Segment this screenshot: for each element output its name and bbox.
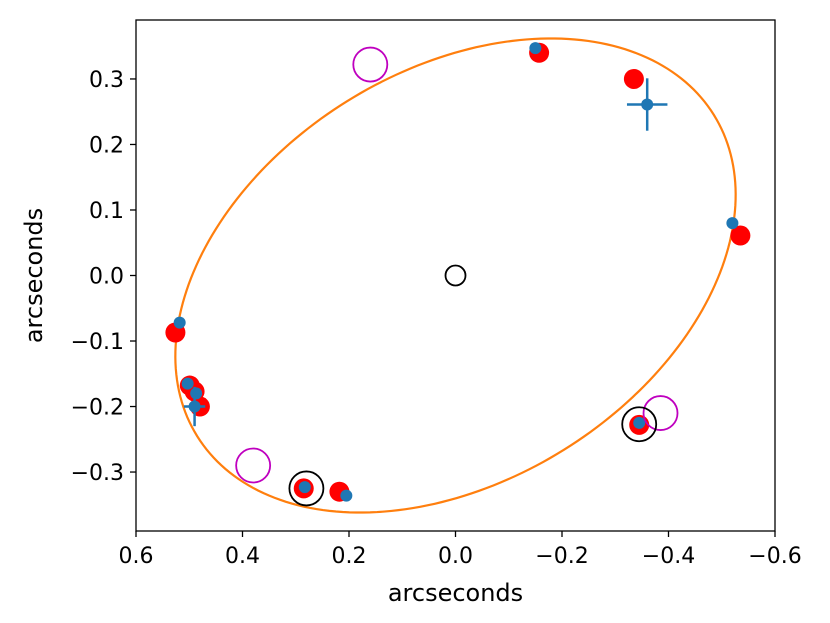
x-tick-label: −0.2 [535, 544, 588, 569]
observed-point [529, 42, 542, 55]
black-open-circle [621, 406, 658, 443]
plot-frame [135, 19, 776, 532]
model-point [730, 225, 751, 246]
y-tick-label: −0.1 [71, 330, 124, 355]
y-tick-label: 0.1 [89, 199, 124, 224]
x-tick-label: 0.4 [225, 544, 260, 569]
observed-point [188, 400, 201, 413]
x-tick-label: 0.6 [119, 544, 154, 569]
y-tick-label: −0.2 [71, 396, 124, 421]
y-axis-label: arcseconds [20, 208, 48, 343]
observed-point [641, 98, 654, 111]
black-open-circle [288, 470, 325, 507]
model-point [623, 68, 644, 89]
magenta-open-circle [235, 447, 272, 484]
plot-marks [165, 37, 751, 514]
observed-point [190, 387, 203, 400]
x-tick-label: −0.6 [748, 544, 801, 569]
center-marker [444, 264, 467, 287]
observed-point [181, 377, 194, 390]
observed-point [726, 217, 739, 230]
observed-point [340, 489, 353, 502]
y-tick-label: 0.2 [89, 133, 124, 158]
y-tick-label: −0.3 [71, 461, 124, 486]
x-axis-label: arcseconds [388, 579, 523, 607]
observed-point [298, 481, 311, 494]
x-tick-label: 0.2 [332, 544, 367, 569]
axis-ticks: 0.6 0.4 0.2 0.0 −0.2 −0.4 −0.6 0.3 0.2 0.1 0.0 −0.1… [71, 68, 802, 569]
observed-point [633, 416, 646, 429]
x-tick-label: −0.4 [642, 544, 695, 569]
y-tick-label: 0.0 [89, 265, 124, 290]
y-tick-label: 0.3 [89, 68, 124, 93]
observed-point [173, 316, 186, 329]
x-tick-label: 0.0 [438, 544, 473, 569]
magenta-open-circle [642, 395, 679, 431]
orbit-ellipse [174, 37, 737, 514]
magenta-open-circle [352, 46, 389, 83]
